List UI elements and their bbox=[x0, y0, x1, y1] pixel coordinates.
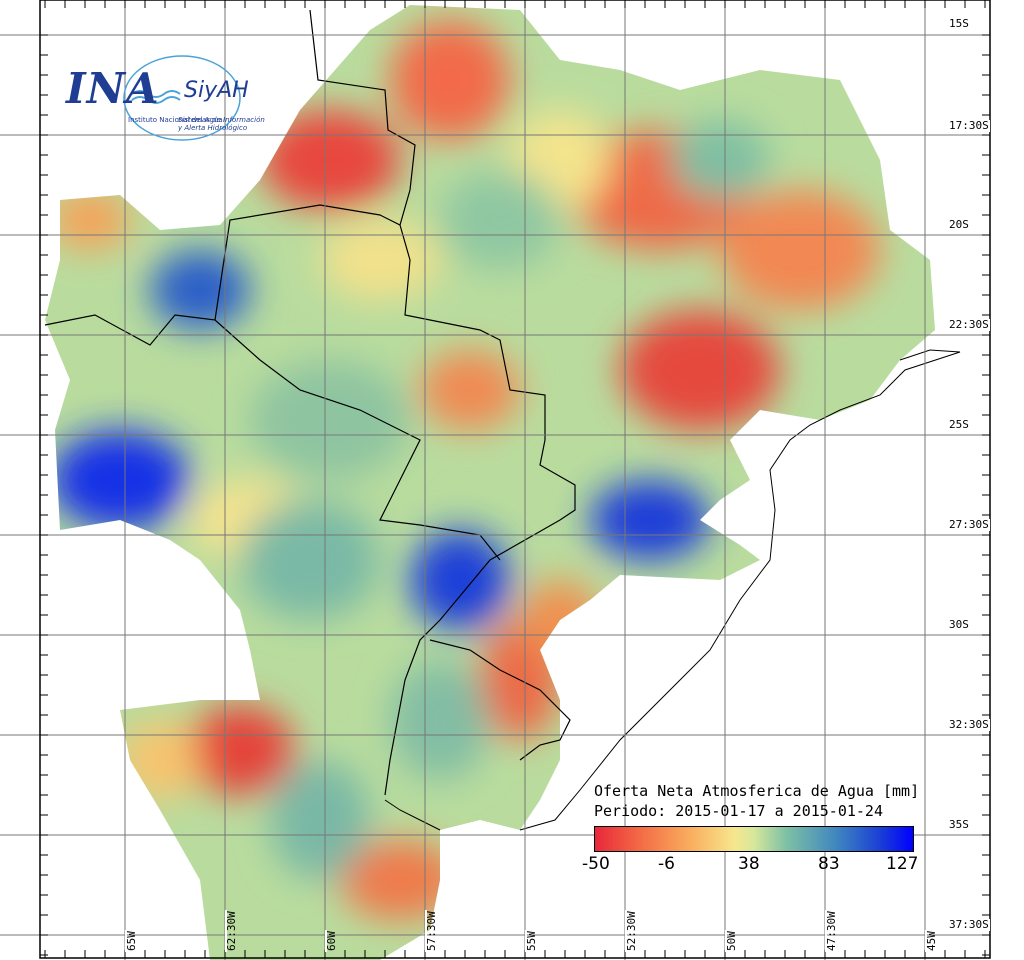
lon-label: 45W bbox=[925, 930, 938, 952]
frame-ticks bbox=[40, 0, 990, 958]
colorbar-tick: 38 bbox=[738, 854, 760, 874]
colorbar-tick: -50 bbox=[582, 854, 610, 874]
lon-label: 65W bbox=[125, 930, 138, 952]
legend-period: Periodo: 2015-01-17 a 2015-01-24 bbox=[594, 802, 883, 820]
colorbar-tick: 83 bbox=[818, 854, 840, 874]
lat-label: 15S bbox=[948, 17, 970, 30]
logo-ina-text: INA bbox=[66, 64, 160, 113]
lat-label: 22:30S bbox=[948, 318, 990, 331]
lon-label: 50W bbox=[725, 930, 738, 952]
legend: Oferta Neta Atmosferica de Agua [mm] Per… bbox=[582, 782, 926, 882]
lon-label: 47:30W bbox=[825, 910, 838, 952]
logo-org-full: Instituto Nacional del Agua bbox=[128, 116, 223, 124]
lat-label: 27:30S bbox=[948, 518, 990, 531]
colorbar-tick: 127 bbox=[886, 854, 919, 874]
lat-label: 35S bbox=[948, 818, 970, 831]
lat-label: 37:30S bbox=[948, 918, 990, 931]
colorbar bbox=[594, 826, 914, 852]
lon-label: 60W bbox=[325, 930, 338, 952]
logo-system-full: Sistemas de Información y Alerta Hidroló… bbox=[178, 116, 265, 132]
lon-label: 52:30W bbox=[625, 910, 638, 952]
rio-de-la-plata bbox=[384, 799, 441, 831]
logo-swoosh-icon bbox=[123, 55, 241, 141]
coastline bbox=[519, 349, 961, 831]
map-border bbox=[39, 0, 991, 959]
ina-siyah-logo: INA SiyAH Instituto Nacional del Agua Si… bbox=[60, 48, 280, 148]
lat-label: 32:30S bbox=[948, 718, 990, 731]
lon-label: 55W bbox=[525, 930, 538, 952]
lat-label: 17:30S bbox=[948, 119, 990, 132]
lat-label: 20S bbox=[948, 218, 970, 231]
lon-label: 62:30W bbox=[225, 910, 238, 952]
lat-label: 30S bbox=[948, 618, 970, 631]
lat-label: 25S bbox=[948, 418, 970, 431]
legend-title: Oferta Neta Atmosferica de Agua [mm] bbox=[594, 782, 920, 800]
logo-siyah-text: SiyAH bbox=[184, 78, 249, 103]
colorbar-tick: -6 bbox=[658, 854, 675, 874]
lon-label: 57:30W bbox=[425, 910, 438, 952]
